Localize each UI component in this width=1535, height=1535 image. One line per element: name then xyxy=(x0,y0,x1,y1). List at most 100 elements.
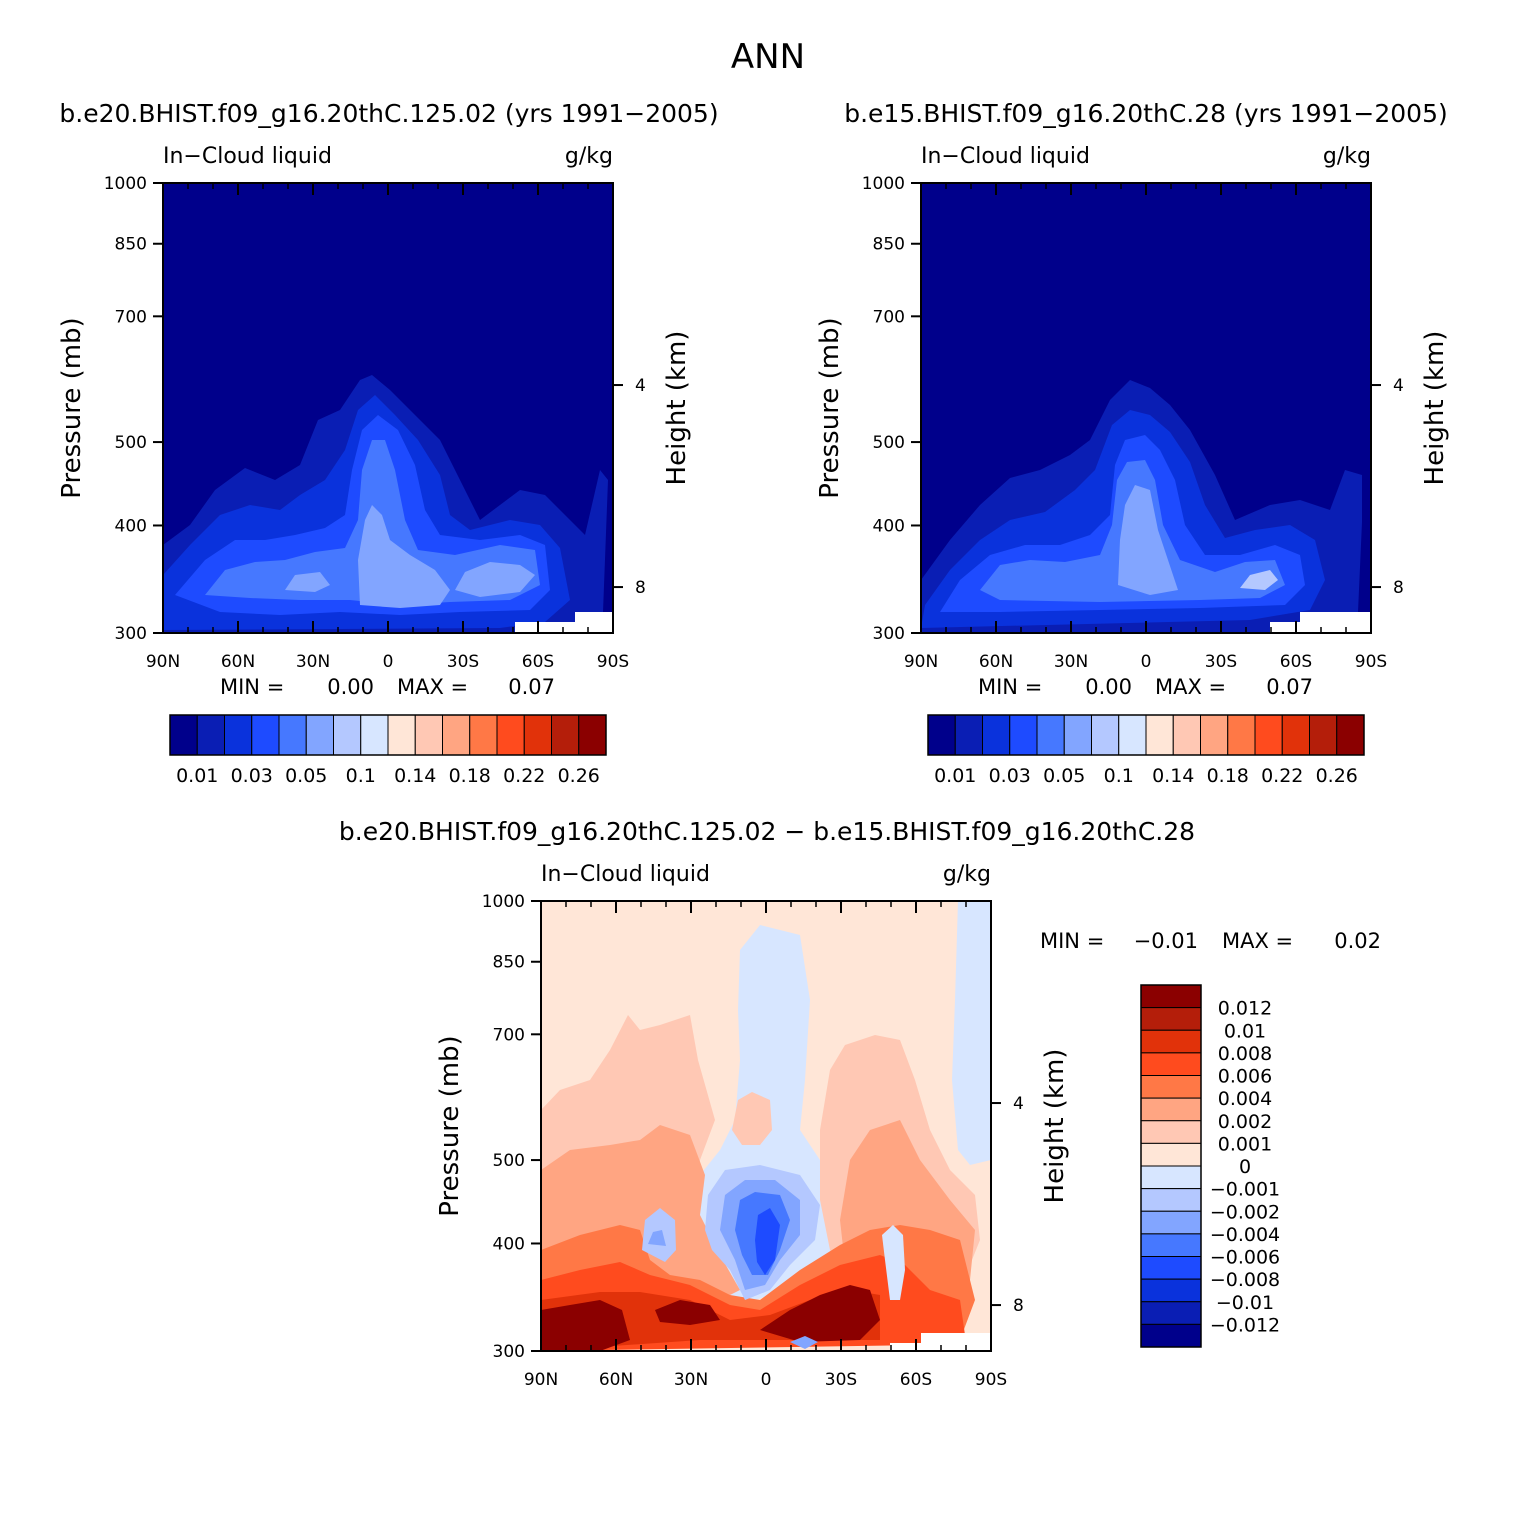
contour-field xyxy=(921,183,1371,633)
colorbar-label: 0.14 xyxy=(1152,765,1194,787)
x-ticks: 90N 60N 30N 0 30S 60S 90S xyxy=(904,183,1387,672)
colorbar-label: 0.1 xyxy=(1104,765,1134,787)
x-tick-label: 30S xyxy=(825,1370,857,1390)
x-tick-label: 60N xyxy=(221,652,255,672)
colorbar-label: 0.22 xyxy=(1261,765,1303,787)
colorbar-swatch xyxy=(1140,1007,1202,1031)
colorbar-swatch xyxy=(1140,1301,1202,1325)
variable-label: In−Cloud liquid xyxy=(163,144,332,169)
colorbar-label: 0.05 xyxy=(1043,765,1085,787)
colorbar-swatch xyxy=(578,714,607,756)
colorbar-swatch xyxy=(1200,714,1229,756)
missing-data-region xyxy=(921,1333,991,1351)
y-tick-label: 700 xyxy=(873,307,905,327)
y-right-tick-label: 4 xyxy=(1013,1094,1024,1114)
y-tick-label: 1000 xyxy=(482,892,525,912)
colorbar-label: 0.22 xyxy=(503,765,545,787)
colorbar-swatch xyxy=(982,714,1011,756)
contour-max-mid xyxy=(655,1300,720,1325)
y-tick-label: 700 xyxy=(493,1025,525,1045)
x-tick-label: 60N xyxy=(599,1370,633,1390)
x-tick-label: 0 xyxy=(1141,652,1152,672)
y-axis-label: Pressure (mb) xyxy=(57,317,87,498)
y-tick-label: 1000 xyxy=(104,174,147,194)
y-ticks: 300 400 500 700 850 1000 8 4 xyxy=(862,174,1404,644)
colorbar-label: −0.001 xyxy=(1210,1179,1280,1201)
colorbar-label: −0.008 xyxy=(1210,1269,1280,1291)
min-label: MIN = xyxy=(220,675,284,699)
y-ticks: 300 400 500 700 850 1000 8 4 xyxy=(482,892,1024,1362)
max-label: MAX = xyxy=(1155,675,1226,699)
y-tick-label: 1000 xyxy=(862,174,905,194)
colorbar-swatch xyxy=(196,714,225,756)
x-tick-label: 60S xyxy=(1280,652,1312,672)
y-tick-label: 400 xyxy=(493,1234,525,1254)
colorbar-label: 0.18 xyxy=(449,765,491,787)
panel-title: b.e15.BHIST.f09_g16.20thC.28 (yrs 1991−2… xyxy=(844,99,1448,128)
x-tick-label: 30S xyxy=(447,652,479,672)
y-tick-label: 500 xyxy=(873,433,905,453)
x-tick-label: 90N xyxy=(904,652,938,672)
colorbar-swatch xyxy=(1140,1142,1202,1167)
colorbar: 0.01 0.03 0.05 0.1 0.14 0.18 0.22 0.26 xyxy=(927,714,1365,787)
colorbar-label: 0.004 xyxy=(1218,1088,1272,1110)
x-ticks: 90N 60N 30N 0 30S 60S 90S xyxy=(524,901,1007,1390)
colorbar-swatch xyxy=(1172,714,1201,756)
y-tick-label: 400 xyxy=(873,516,905,536)
y-tick-label: 500 xyxy=(115,433,147,453)
contour-blue-left-2 xyxy=(648,1230,666,1246)
contour-pink-cell xyxy=(732,1092,772,1145)
y-tick-label: 400 xyxy=(115,516,147,536)
missing-data-region xyxy=(1358,612,1371,633)
colorbar-swatch xyxy=(1140,1165,1202,1190)
max-value: 0.02 xyxy=(1334,929,1381,953)
figure-title: ANN xyxy=(731,37,805,77)
colorbar-label: 0.05 xyxy=(285,765,327,787)
colorbar-swatch xyxy=(1140,1120,1202,1144)
min-label: MIN = xyxy=(1040,929,1104,953)
y-axis-right-label: Height (km) xyxy=(662,331,692,486)
colorbar-swatch xyxy=(1063,714,1092,756)
colorbar-swatch xyxy=(333,714,362,756)
missing-data-region xyxy=(890,1343,923,1351)
contour-level-5b xyxy=(455,562,535,597)
colorbar-swatch xyxy=(927,714,956,756)
contour-field xyxy=(541,901,991,1351)
y-axis-right-label: Height (km) xyxy=(1040,1049,1070,1204)
colorbar-swatch xyxy=(1140,1278,1202,1303)
colorbar-label: −0.004 xyxy=(1210,1224,1280,1246)
min-value: 0.00 xyxy=(327,675,374,699)
missing-data-region xyxy=(1270,622,1302,633)
colorbar-swatch xyxy=(1227,714,1256,756)
min-label: MIN = xyxy=(978,675,1042,699)
min-value: −0.01 xyxy=(1134,929,1198,953)
colorbar-swatch xyxy=(169,714,198,756)
max-label: MAX = xyxy=(397,675,468,699)
variable-label: In−Cloud liquid xyxy=(541,862,710,887)
colorbar-label: −0.002 xyxy=(1210,1201,1280,1223)
y-axis-label: Pressure (mb) xyxy=(815,317,845,498)
x-tick-label: 30N xyxy=(296,652,330,672)
contour-max-right xyxy=(760,1285,880,1342)
min-value: 0.00 xyxy=(1085,675,1132,699)
colorbar-swatch xyxy=(1281,714,1310,756)
contour-level-6 xyxy=(1240,570,1278,590)
colorbar: 0.01 0.03 0.05 0.1 0.14 0.18 0.22 0.26 xyxy=(169,714,607,787)
panel-top-left: b.e20.BHIST.f09_g16.20thC.125.02 (yrs 19… xyxy=(57,99,719,787)
contour-light-blue-tower xyxy=(882,1225,905,1300)
colorbar-label: 0.14 xyxy=(394,765,436,787)
colorbar-swatch xyxy=(1140,1233,1202,1257)
contour-level-5 xyxy=(1118,485,1178,595)
y-tick-label: 850 xyxy=(493,953,525,973)
colorbar-label: 0.26 xyxy=(1316,765,1358,787)
y-tick-label: 500 xyxy=(493,1151,525,1171)
colorbar-swatch xyxy=(1140,1210,1202,1235)
x-tick-label: 30N xyxy=(1054,652,1088,672)
x-tick-label: 60S xyxy=(522,652,554,672)
colorbar-label: 0.26 xyxy=(558,765,600,787)
y-axis-label: Pressure (mb) xyxy=(435,1035,465,1216)
colorbar-swatch xyxy=(1140,1188,1202,1212)
colorbar-swatch xyxy=(278,714,307,756)
missing-data-region xyxy=(515,622,575,633)
